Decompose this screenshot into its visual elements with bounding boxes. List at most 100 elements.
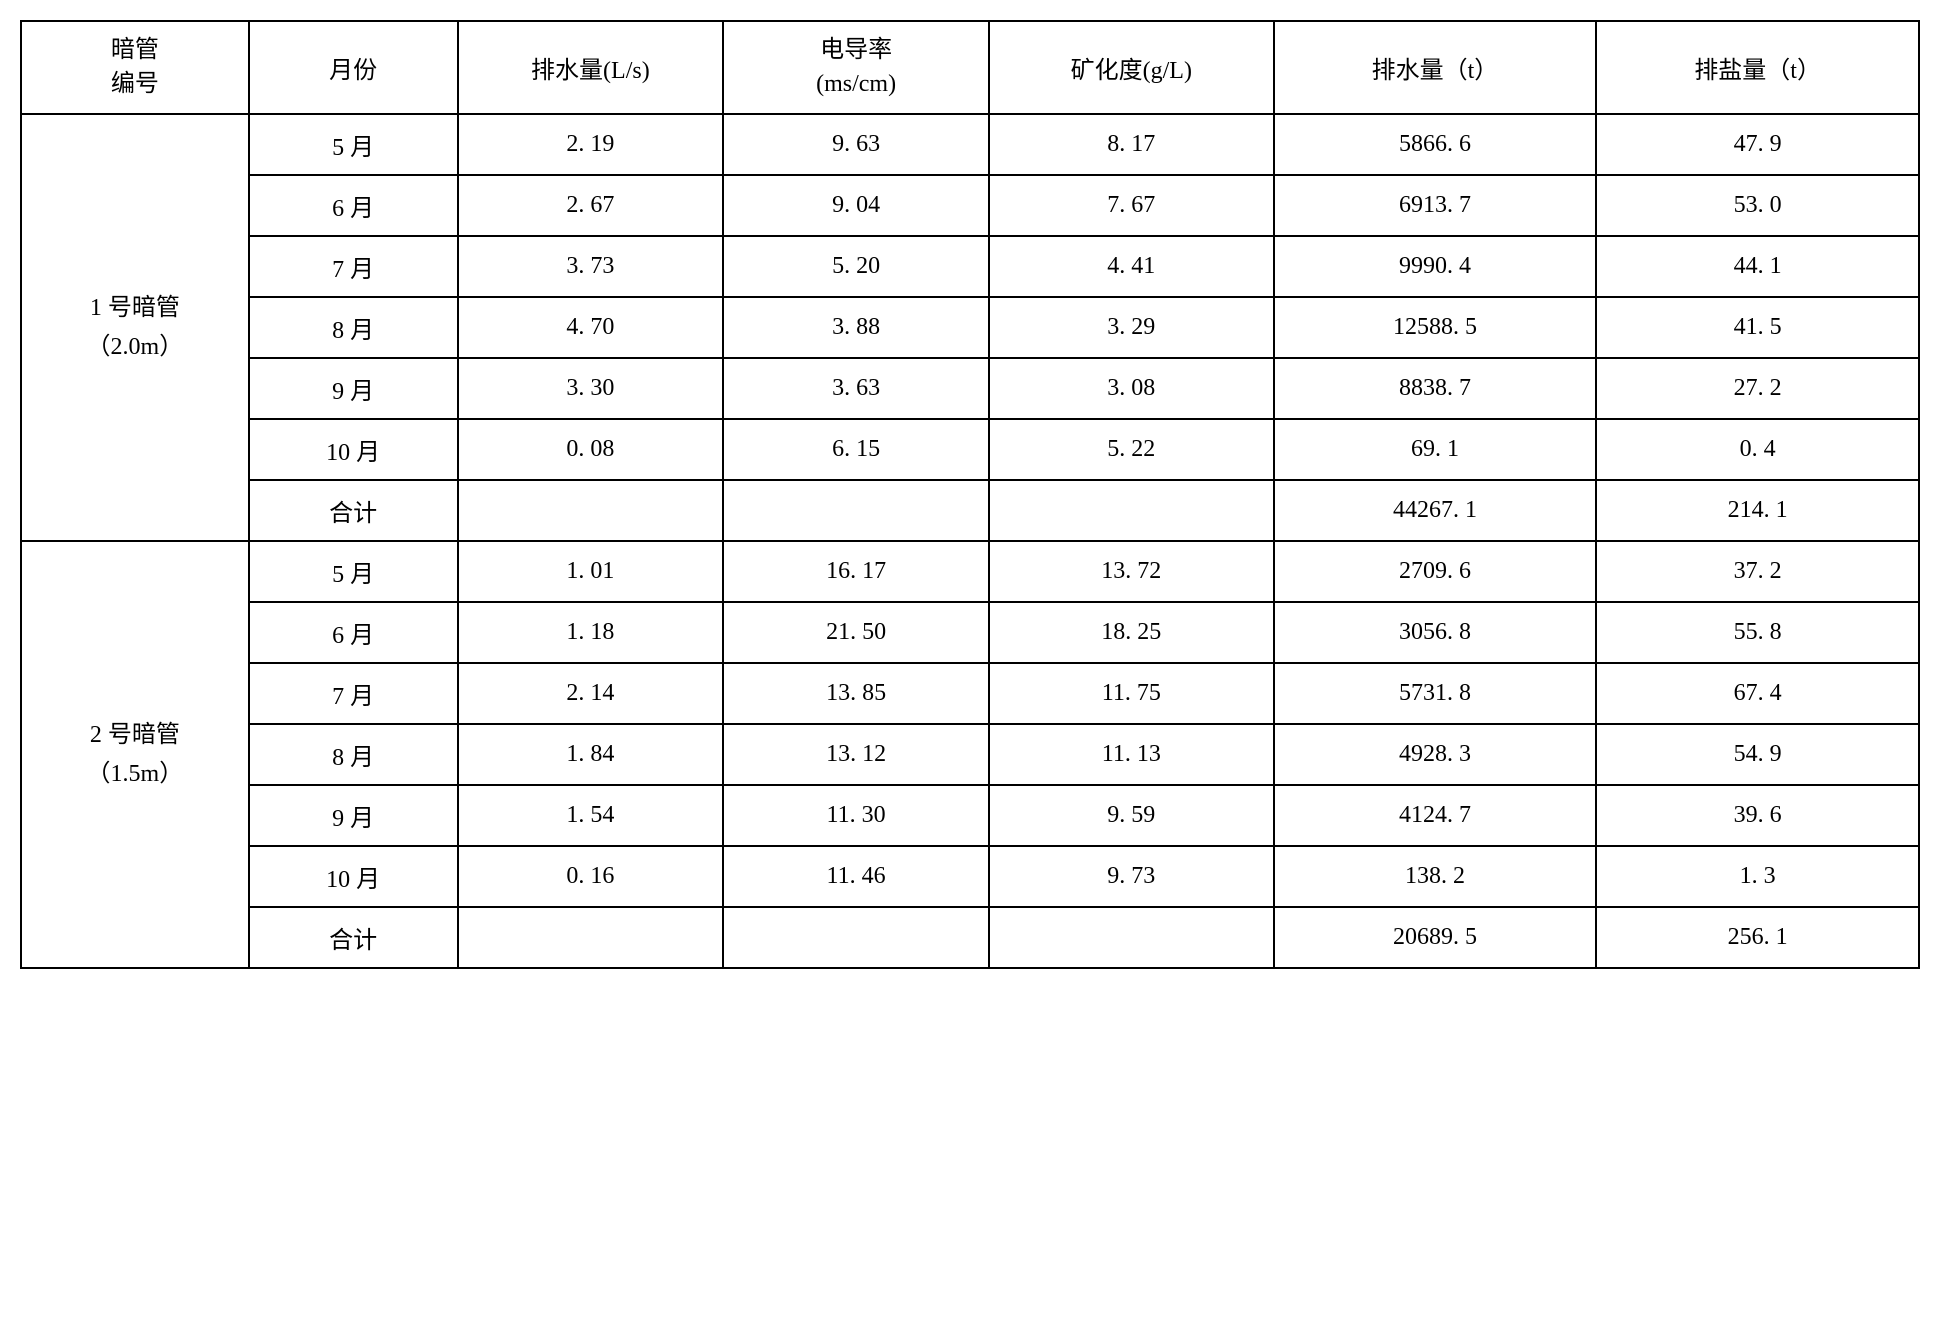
cell-salt-t: 47. 9 [1596, 114, 1919, 175]
cell-drainage-t: 12588. 5 [1274, 297, 1597, 358]
cell-month: 9 月 [249, 358, 458, 419]
cell-drainage-t: 8838. 7 [1274, 358, 1597, 419]
cell-salt-t: 41. 5 [1596, 297, 1919, 358]
cell-salt-t: 54. 9 [1596, 724, 1919, 785]
cell-salt-t: 53. 0 [1596, 175, 1919, 236]
cell-mineralization: 18. 25 [989, 602, 1274, 663]
cell-salt-t: 44. 1 [1596, 236, 1919, 297]
cell-mineralization: 13. 72 [989, 541, 1274, 602]
cell-mineralization: 9. 59 [989, 785, 1274, 846]
cell-mineralization: 4. 41 [989, 236, 1274, 297]
table-row: 8 月 4. 70 3. 88 3. 29 12588. 5 41. 5 [21, 297, 1919, 358]
cell-mineralization: 8. 17 [989, 114, 1274, 175]
table-body: 1 号暗管（2.0m） 5 月 2. 19 9. 63 8. 17 5866. … [21, 114, 1919, 968]
cell-drainage-ls: 1. 84 [458, 724, 724, 785]
cell-drainage-t: 3056. 8 [1274, 602, 1597, 663]
cell-mineralization: 9. 73 [989, 846, 1274, 907]
cell-month: 5 月 [249, 541, 458, 602]
table-row: 9 月 1. 54 11. 30 9. 59 4124. 7 39. 6 [21, 785, 1919, 846]
cell-month: 6 月 [249, 175, 458, 236]
cell-conductivity: 3. 63 [723, 358, 989, 419]
cell-month: 9 月 [249, 785, 458, 846]
table-row: 8 月 1. 84 13. 12 11. 13 4928. 3 54. 9 [21, 724, 1919, 785]
cell-drainage-t: 138. 2 [1274, 846, 1597, 907]
cell-salt-t: 27. 2 [1596, 358, 1919, 419]
cell-drainage-ls [458, 480, 724, 541]
table-row: 2 号暗管（1.5m） 5 月 1. 01 16. 17 13. 72 2709… [21, 541, 1919, 602]
cell-drainage-ls: 3. 30 [458, 358, 724, 419]
cell-mineralization: 3. 08 [989, 358, 1274, 419]
table-row: 7 月 3. 73 5. 20 4. 41 9990. 4 44. 1 [21, 236, 1919, 297]
cell-conductivity: 16. 17 [723, 541, 989, 602]
cell-salt-t: 0. 4 [1596, 419, 1919, 480]
col-header-drainage-ls: 排水量(L/s) [458, 21, 724, 114]
cell-salt-t: 1. 3 [1596, 846, 1919, 907]
cell-salt-t: 39. 6 [1596, 785, 1919, 846]
cell-conductivity: 13. 85 [723, 663, 989, 724]
cell-drainage-ls: 0. 16 [458, 846, 724, 907]
table-row: 10 月 0. 08 6. 15 5. 22 69. 1 0. 4 [21, 419, 1919, 480]
cell-conductivity: 11. 30 [723, 785, 989, 846]
table-row: 6 月 1. 18 21. 50 18. 25 3056. 8 55. 8 [21, 602, 1919, 663]
pipe-group-label: 2 号暗管（1.5m） [21, 541, 249, 968]
pipe-group-label: 1 号暗管（2.0m） [21, 114, 249, 541]
cell-drainage-ls: 2. 67 [458, 175, 724, 236]
cell-conductivity: 5. 20 [723, 236, 989, 297]
cell-drainage-t: 20689. 5 [1274, 907, 1597, 968]
cell-conductivity: 6. 15 [723, 419, 989, 480]
cell-drainage-ls: 4. 70 [458, 297, 724, 358]
col-header-drainage-t: 排水量（t） [1274, 21, 1597, 114]
cell-drainage-ls: 1. 54 [458, 785, 724, 846]
col-header-salt-t: 排盐量（t） [1596, 21, 1919, 114]
cell-month: 8 月 [249, 724, 458, 785]
cell-drainage-ls: 1. 01 [458, 541, 724, 602]
table-row-total: 合计 20689. 5 256. 1 [21, 907, 1919, 968]
table-row: 7 月 2. 14 13. 85 11. 75 5731. 8 67. 4 [21, 663, 1919, 724]
cell-month: 合计 [249, 907, 458, 968]
cell-drainage-ls: 2. 14 [458, 663, 724, 724]
table-header-row: 暗管编号 月份 排水量(L/s) 电导率(ms/cm) 矿化度(g/L) 排水量… [21, 21, 1919, 114]
cell-conductivity: 13. 12 [723, 724, 989, 785]
cell-drainage-t: 5731. 8 [1274, 663, 1597, 724]
cell-conductivity [723, 907, 989, 968]
cell-drainage-t: 2709. 6 [1274, 541, 1597, 602]
cell-month: 合计 [249, 480, 458, 541]
cell-month: 10 月 [249, 419, 458, 480]
cell-conductivity: 9. 04 [723, 175, 989, 236]
cell-drainage-t: 5866. 6 [1274, 114, 1597, 175]
table-row: 9 月 3. 30 3. 63 3. 08 8838. 7 27. 2 [21, 358, 1919, 419]
cell-drainage-t: 6913. 7 [1274, 175, 1597, 236]
cell-conductivity: 9. 63 [723, 114, 989, 175]
cell-conductivity [723, 480, 989, 541]
cell-conductivity: 21. 50 [723, 602, 989, 663]
cell-salt-t: 67. 4 [1596, 663, 1919, 724]
table-row: 1 号暗管（2.0m） 5 月 2. 19 9. 63 8. 17 5866. … [21, 114, 1919, 175]
cell-salt-t: 214. 1 [1596, 480, 1919, 541]
cell-month: 8 月 [249, 297, 458, 358]
table-row: 6 月 2. 67 9. 04 7. 67 6913. 7 53. 0 [21, 175, 1919, 236]
cell-salt-t: 55. 8 [1596, 602, 1919, 663]
table-row: 10 月 0. 16 11. 46 9. 73 138. 2 1. 3 [21, 846, 1919, 907]
cell-conductivity: 11. 46 [723, 846, 989, 907]
col-header-conductivity: 电导率(ms/cm) [723, 21, 989, 114]
col-header-mineralization: 矿化度(g/L) [989, 21, 1274, 114]
cell-mineralization: 5. 22 [989, 419, 1274, 480]
cell-salt-t: 37. 2 [1596, 541, 1919, 602]
cell-drainage-t: 44267. 1 [1274, 480, 1597, 541]
cell-salt-t: 256. 1 [1596, 907, 1919, 968]
cell-month: 7 月 [249, 236, 458, 297]
cell-mineralization: 3. 29 [989, 297, 1274, 358]
table-row-total: 合计 44267. 1 214. 1 [21, 480, 1919, 541]
cell-mineralization [989, 907, 1274, 968]
drainage-data-table: 暗管编号 月份 排水量(L/s) 电导率(ms/cm) 矿化度(g/L) 排水量… [20, 20, 1920, 969]
cell-conductivity: 3. 88 [723, 297, 989, 358]
cell-drainage-t: 69. 1 [1274, 419, 1597, 480]
cell-drainage-t: 4928. 3 [1274, 724, 1597, 785]
cell-mineralization: 7. 67 [989, 175, 1274, 236]
cell-drainage-ls: 0. 08 [458, 419, 724, 480]
cell-month: 7 月 [249, 663, 458, 724]
cell-drainage-ls: 2. 19 [458, 114, 724, 175]
cell-mineralization: 11. 13 [989, 724, 1274, 785]
col-header-month: 月份 [249, 21, 458, 114]
cell-month: 5 月 [249, 114, 458, 175]
